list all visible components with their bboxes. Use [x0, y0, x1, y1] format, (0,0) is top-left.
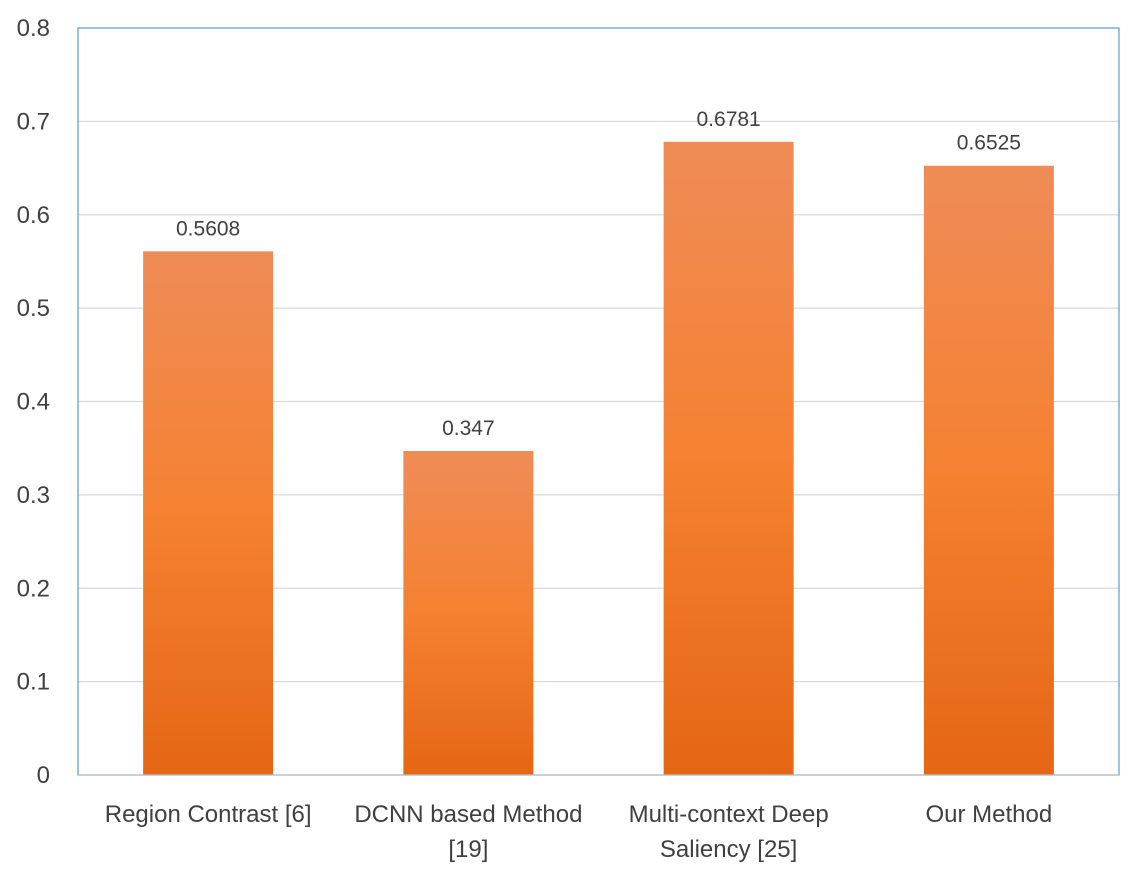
y-axis-tick-labels: 0 0.1 0.2 0.3 0.4 0.5 0.6 0.7 0.8	[17, 15, 50, 789]
y-tick-label: 0.5	[17, 295, 50, 322]
y-tick-label: 0	[37, 762, 50, 789]
y-tick-label: 0.2	[17, 575, 50, 602]
bar	[403, 450, 534, 775]
y-tick-label: 0.6	[17, 202, 50, 229]
bar	[923, 165, 1054, 775]
y-tick-label: 0.4	[17, 389, 50, 416]
data-label: 0.6525	[957, 132, 1021, 155]
x-axis-category-labels: Region Contrast [6] DCNN based Method [19]…	[105, 801, 1053, 863]
data-label: 0.6781	[697, 108, 761, 131]
y-tick-label: 0.1	[17, 669, 50, 696]
y-tick-label: 0.7	[17, 108, 50, 135]
y-tick-label: 0.3	[17, 482, 50, 509]
data-label: 0.5608	[176, 217, 240, 240]
bar	[663, 141, 794, 776]
plot-frame	[77, 27, 1120, 776]
data-labels: 0.5608 0.347 0.6781 0.6525	[176, 108, 1021, 440]
bars	[143, 141, 1054, 776]
y-tick-label: 0.8	[17, 15, 50, 42]
x-category-label: DCNN based Method [19]	[354, 801, 582, 863]
x-category-label: Multi-context Deep Saliency [25]	[629, 801, 829, 863]
x-category-label: Region Contrast [6]	[105, 801, 312, 828]
x-category-label: Our Method	[926, 801, 1053, 828]
data-label: 0.347	[442, 417, 495, 440]
bar	[143, 251, 274, 775]
